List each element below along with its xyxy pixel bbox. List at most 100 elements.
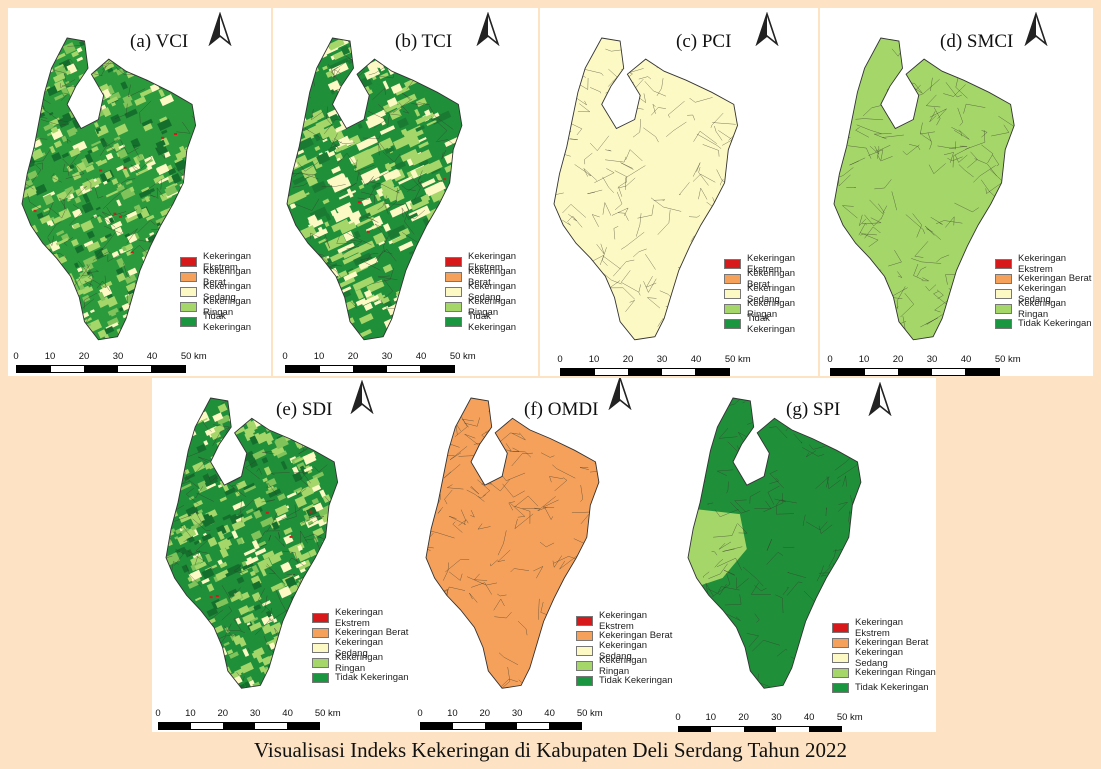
scale-label: 10 — [588, 354, 600, 365]
scale-label: 50 km — [180, 351, 207, 362]
map-smci — [833, 37, 1015, 341]
scale-label: 10 — [447, 708, 458, 719]
scale-label: 50 km — [576, 708, 603, 719]
scale-label: 40 — [803, 712, 815, 723]
scale-bar: 0 10 20 30 40 50 km — [557, 354, 751, 376]
north-arrow-icon — [208, 12, 232, 46]
legend-label: Kekeringan Ekstrem — [335, 606, 384, 629]
panel-title: (d) SMCI — [940, 31, 1014, 52]
legend-item: Kekeringan Ekstrem — [832, 617, 936, 639]
legend: Kekeringan Ekstrem Kekeringan Berat Kekeri… — [445, 251, 538, 333]
legend-swatch — [180, 316, 197, 327]
legend-swatch — [724, 258, 741, 269]
legend-swatch — [312, 612, 329, 623]
legend-swatch — [576, 615, 593, 626]
legend: Kekeringan Ekstrem Kekeringan Berat Kekeri… — [312, 606, 412, 685]
legend-swatch — [445, 256, 462, 267]
scale-bar: 0 10 20 30 40 50 km — [155, 708, 341, 730]
scale-label: 30 — [656, 354, 668, 365]
legend-swatch — [312, 627, 329, 638]
scale-bar: 0 10 20 30 40 50 km — [417, 708, 603, 730]
legend-swatch — [995, 273, 1012, 284]
legend-item: Kekeringan Ringan — [724, 298, 818, 320]
legend-swatch — [832, 622, 849, 633]
legend-label: Kekeringan Berat — [599, 630, 673, 641]
north-arrow-icon — [868, 382, 892, 416]
map-vci — [21, 37, 197, 341]
legend-item: Kekeringan Berat — [995, 271, 1093, 286]
scale-label: 30 — [511, 708, 523, 719]
panel-title: (g) SPI — [786, 399, 841, 420]
legend-swatch — [995, 303, 1012, 314]
legend-swatch — [576, 645, 593, 656]
legend-swatch — [995, 288, 1012, 299]
legend: Kekeringan Ekstrem Kekeringan Berat Kekeri… — [995, 252, 1093, 331]
legend-swatch — [995, 318, 1012, 329]
legend-item: Kekeringan Sedang — [576, 640, 674, 662]
north-arrow-icon — [755, 12, 779, 46]
scale-bar: 0 10 20 30 40 50 km — [827, 354, 1021, 376]
region-outline — [21, 37, 197, 341]
legend-item: Tidak Kekeringan — [180, 311, 271, 333]
map-panel-pci: (c) PCI Kekeringan Ekstrem Kekeringan Ber… — [540, 8, 818, 376]
legend-swatch — [832, 637, 849, 648]
map-tci — [286, 37, 463, 341]
scale-label: 40 — [415, 351, 427, 362]
legend-swatch — [445, 301, 462, 312]
scale-label: 0 — [675, 712, 681, 723]
region-outline — [833, 37, 1015, 341]
legend-item: Kekeringan Sedang — [180, 281, 271, 303]
legend-item: Kekeringan Ringan — [180, 296, 271, 318]
scale-label: 10 — [44, 351, 56, 362]
legend-label: Kekeringan Ringan — [468, 295, 517, 318]
scale-label: 50 km — [314, 708, 341, 719]
legend-label: Kekeringan Ekstrem — [1018, 252, 1067, 275]
legend-swatch — [445, 316, 462, 327]
scale-bar: 0 10 20 30 40 50 km — [13, 351, 207, 373]
scale-label: 20 — [347, 351, 359, 362]
scale-label: 20 — [479, 708, 491, 719]
legend-swatch — [576, 660, 593, 671]
region-outline — [286, 37, 463, 341]
legend: Kekeringan Ekstrem Kekeringan Berat Kekeri… — [180, 250, 271, 333]
scale-label: 10 — [185, 708, 196, 719]
legend-label: Kekeringan Berat — [335, 627, 409, 638]
legend-label: Kekeringan Sedang — [599, 639, 648, 662]
panel-title: (b) TCI — [395, 31, 453, 52]
scale-label: 0 — [417, 708, 423, 719]
legend-label: Kekeringan Berat — [747, 267, 796, 290]
legend-item: Kekeringan Berat — [724, 268, 818, 290]
legend-label: Tidak Kekeringan — [1018, 318, 1092, 329]
legend-label: Kekeringan Ringan — [203, 295, 252, 318]
legend-swatch — [180, 301, 197, 312]
legend-item: Tidak Kekeringan — [312, 670, 412, 685]
scale-label: 40 — [960, 354, 972, 365]
legend-item: Tidak Kekeringan — [576, 673, 674, 688]
legend-swatch — [312, 672, 329, 683]
scale-label: 50 km — [836, 712, 863, 723]
legend-label: Kekeringan Sedang — [468, 280, 517, 303]
scale-label: 0 — [282, 351, 288, 362]
legend-swatch — [832, 682, 849, 693]
legend-item: Kekeringan Berat — [180, 266, 271, 288]
legend-item: Tidak Kekeringan — [832, 680, 936, 695]
map-panel-spi: (g) SPI Kekeringan Ekstrem Kekeringan Ber… — [674, 378, 936, 732]
map-pci — [553, 37, 738, 341]
scale-label: 50 km — [449, 351, 476, 362]
legend-item: Kekeringan Ringan — [576, 655, 674, 677]
scale-label: 10 — [313, 351, 325, 362]
north-arrow-icon — [476, 12, 500, 46]
legend-item: Kekeringan Berat — [832, 635, 936, 650]
legend: Kekeringan Ekstrem Kekeringan Berat Kekeri… — [832, 617, 936, 695]
panel-title: (e) SDI — [276, 399, 333, 420]
legend-swatch — [724, 288, 741, 299]
legend-label: Kekeringan Ekstrem — [203, 250, 252, 273]
legend-label: Kekeringan Sedang — [203, 280, 252, 303]
region-outline — [687, 397, 862, 689]
legend-label: Kekeringan Sedang — [1018, 282, 1067, 305]
map-sdi — [165, 397, 339, 689]
scale-label: 40 — [690, 354, 702, 365]
scale-bar: 0 10 20 30 40 50 km — [282, 351, 476, 373]
legend-item: Kekeringan Sedang — [312, 637, 412, 659]
legend-swatch — [445, 286, 462, 297]
